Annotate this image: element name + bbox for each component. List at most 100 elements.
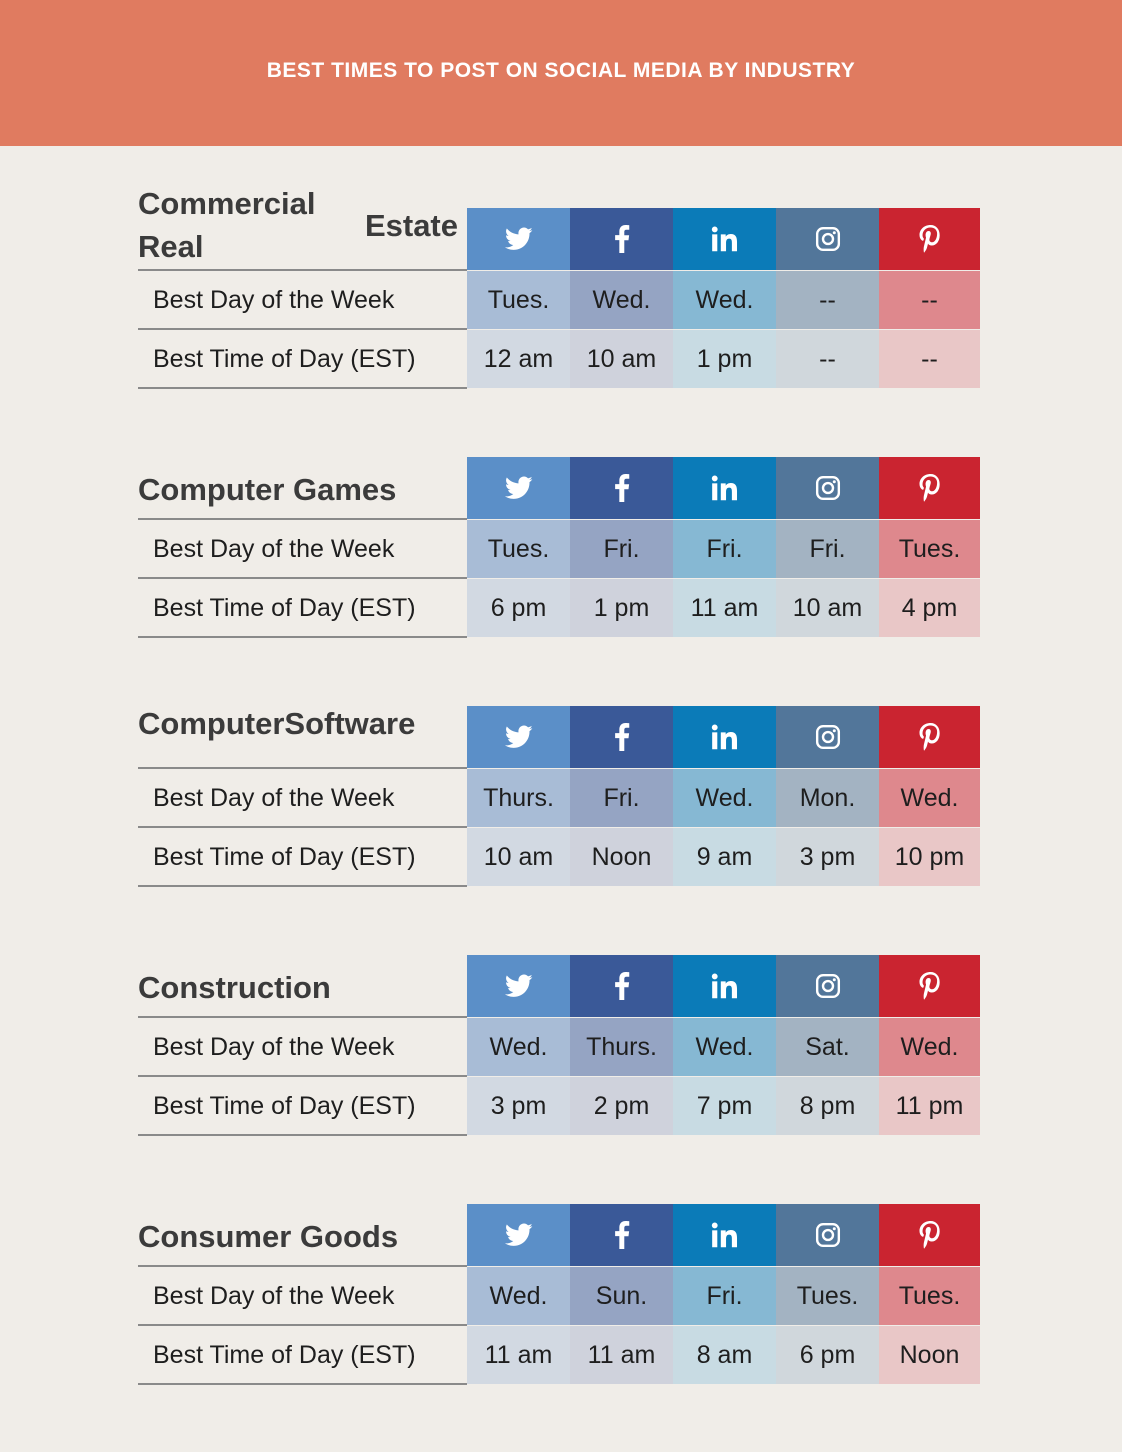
industry-title: Construction xyxy=(138,955,458,1019)
best-day-row: Best Day of the Week Tues. Wed. Wed. -- -- xyxy=(138,271,980,329)
pinterest-icon xyxy=(919,225,941,253)
pinterest-day-cell: Wed. xyxy=(879,769,980,827)
best-day-label: Best Day of the Week xyxy=(153,1281,395,1310)
twitter-time-cell: 10 am xyxy=(467,828,570,886)
pinterest-header xyxy=(879,208,980,270)
instagram-icon xyxy=(815,226,841,252)
twitter-icon xyxy=(504,725,533,749)
industry-title-line: Computer xyxy=(138,705,285,741)
facebook-day-cell: Sun. xyxy=(570,1267,673,1325)
industry-title-line: Consumer Goods xyxy=(138,1218,399,1254)
linkedin-day-cell: Fri. xyxy=(673,520,776,578)
linkedin-day-cell: Wed. xyxy=(673,1018,776,1076)
row-divider xyxy=(138,387,467,389)
row-divider xyxy=(138,1324,467,1326)
instagram-icon xyxy=(815,1222,841,1248)
pinterest-day-cell: Wed. xyxy=(879,1018,980,1076)
industry-title-line: Software xyxy=(284,705,416,741)
facebook-day-cell: Fri. xyxy=(570,769,673,827)
network-header-row xyxy=(467,955,980,1017)
instagram-time-cell: 3 pm xyxy=(776,828,879,886)
facebook-day-cell: Fri. xyxy=(570,520,673,578)
facebook-time-cell: 1 pm xyxy=(570,579,673,637)
best-day-row: Best Day of the Week Wed. Sun. Fri. Tues. Tue… xyxy=(138,1267,980,1325)
pinterest-icon xyxy=(919,723,941,751)
twitter-header xyxy=(467,706,570,768)
pinterest-time-cell: 11 pm xyxy=(879,1077,980,1135)
instagram-header xyxy=(776,457,879,519)
network-header-row xyxy=(467,208,980,270)
best-time-label: Best Time of Day (EST) xyxy=(153,593,416,622)
facebook-header xyxy=(570,208,673,270)
best-time-label: Best Time of Day (EST) xyxy=(153,842,416,871)
instagram-header xyxy=(776,955,879,1017)
twitter-day-cell: Thurs. xyxy=(467,769,570,827)
linkedin-icon xyxy=(711,226,739,252)
industry-title: Consumer Goods xyxy=(138,1204,458,1268)
facebook-icon xyxy=(614,723,630,751)
facebook-header xyxy=(570,1204,673,1266)
pinterest-header xyxy=(879,1204,980,1266)
network-header-row xyxy=(467,706,980,768)
linkedin-header xyxy=(673,1204,776,1266)
best-time-row: Best Time of Day (EST) 12 am 10 am 1 pm -- -- xyxy=(138,330,980,388)
linkedin-day-cell: Wed. xyxy=(673,769,776,827)
twitter-icon xyxy=(504,476,533,500)
facebook-icon xyxy=(614,225,630,253)
industry-title-line: Commercial Real xyxy=(138,186,316,264)
linkedin-header xyxy=(673,208,776,270)
pinterest-header xyxy=(879,706,980,768)
industry-title: Computer Software xyxy=(138,677,458,769)
row-divider xyxy=(138,1383,467,1385)
industry-table: Computer Software Best Day of the Week Thur… xyxy=(138,706,980,888)
linkedin-day-cell: Wed. xyxy=(673,271,776,329)
pinterest-day-cell: Tues. xyxy=(879,1267,980,1325)
best-day-label: Best Day of the Week xyxy=(153,783,395,812)
best-time-row: Best Time of Day (EST) 11 am 11 am 8 am 6 pm… xyxy=(138,1326,980,1384)
industry-title-line: Estate xyxy=(364,207,458,243)
pinterest-time-cell: Noon xyxy=(879,1326,980,1384)
row-divider xyxy=(138,636,467,638)
row-divider xyxy=(138,885,467,887)
title-banner: BEST TIMES TO POST ON SOCIAL MEDIA BY IN… xyxy=(0,0,1122,146)
twitter-day-cell: Tues. xyxy=(467,520,570,578)
instagram-day-cell: Sat. xyxy=(776,1018,879,1076)
linkedin-time-cell: 9 am xyxy=(673,828,776,886)
network-header-row xyxy=(467,457,980,519)
row-divider xyxy=(138,518,467,520)
best-time-row: Best Time of Day (EST) 10 am Noon 9 am 3 pm 1… xyxy=(138,828,980,886)
twitter-header xyxy=(467,955,570,1017)
linkedin-time-cell: 11 am xyxy=(673,579,776,637)
linkedin-icon xyxy=(711,475,739,501)
twitter-time-cell: 6 pm xyxy=(467,579,570,637)
twitter-icon xyxy=(504,227,533,251)
row-divider xyxy=(138,1134,467,1136)
pinterest-time-cell: 10 pm xyxy=(879,828,980,886)
twitter-day-cell: Tues. xyxy=(467,271,570,329)
best-day-label: Best Day of the Week xyxy=(153,285,395,314)
twitter-day-cell: Wed. xyxy=(467,1267,570,1325)
linkedin-header xyxy=(673,706,776,768)
instagram-icon xyxy=(815,973,841,999)
industry-title-line: Construction xyxy=(138,969,331,1005)
instagram-icon xyxy=(815,724,841,750)
row-divider xyxy=(138,577,467,579)
linkedin-time-cell: 7 pm xyxy=(673,1077,776,1135)
instagram-time-cell: 8 pm xyxy=(776,1077,879,1135)
pinterest-day-cell: -- xyxy=(879,271,980,329)
best-time-label: Best Time of Day (EST) xyxy=(153,1091,416,1120)
facebook-header xyxy=(570,457,673,519)
pinterest-icon xyxy=(919,474,941,502)
instagram-day-cell: Tues. xyxy=(776,1267,879,1325)
best-day-label: Best Day of the Week xyxy=(153,534,395,563)
facebook-day-cell: Wed. xyxy=(570,271,673,329)
facebook-time-cell: 11 am xyxy=(570,1326,673,1384)
page-title: BEST TIMES TO POST ON SOCIAL MEDIA BY IN… xyxy=(266,59,856,82)
pinterest-day-cell: Tues. xyxy=(879,520,980,578)
linkedin-icon xyxy=(711,973,739,999)
twitter-icon xyxy=(504,974,533,998)
linkedin-time-cell: 1 pm xyxy=(673,330,776,388)
instagram-time-cell: 10 am xyxy=(776,579,879,637)
industry-table: Computer Games Best Day of the Week Tues. F… xyxy=(138,457,980,639)
twitter-header xyxy=(467,208,570,270)
